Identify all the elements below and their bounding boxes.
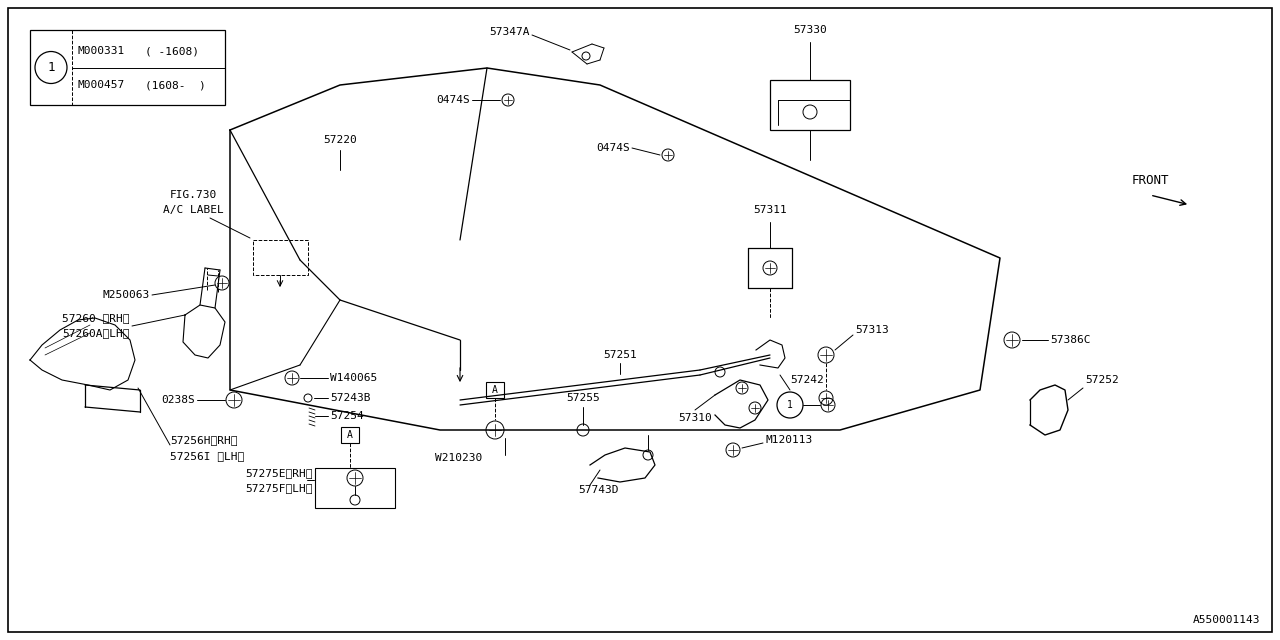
Text: 57251: 57251 (603, 350, 637, 360)
Text: 57242: 57242 (790, 375, 824, 385)
Text: 0474S: 0474S (436, 95, 470, 105)
Text: A550001143: A550001143 (1193, 615, 1260, 625)
Text: 0238S: 0238S (161, 395, 195, 405)
Bar (340, 427, 358, 443)
Text: M120113: M120113 (765, 435, 813, 445)
Text: 57386C: 57386C (1050, 335, 1091, 345)
Text: 57256I 〈LH〉: 57256I 〈LH〉 (170, 451, 244, 461)
Text: A: A (492, 385, 498, 395)
Bar (771, 80, 850, 130)
Text: FIG.730: FIG.730 (169, 190, 216, 200)
Text: M000457: M000457 (77, 80, 124, 90)
Bar (315, 468, 396, 508)
Text: 57254: 57254 (330, 411, 364, 421)
Text: 57220: 57220 (323, 135, 357, 145)
Text: 0474S: 0474S (596, 143, 630, 153)
Text: 57743D: 57743D (579, 485, 618, 495)
Text: M250063: M250063 (102, 290, 150, 300)
Text: W140065: W140065 (330, 373, 378, 383)
Text: (1608-  ): (1608- ) (145, 80, 206, 90)
Text: 57311: 57311 (753, 205, 787, 215)
Text: 57275F〈LH〉: 57275F〈LH〉 (244, 483, 312, 493)
Text: 57347A: 57347A (489, 27, 530, 37)
Text: 57255: 57255 (566, 393, 600, 403)
Text: 1: 1 (787, 400, 792, 410)
Text: A: A (347, 430, 353, 440)
Text: 57260 〈RH〉: 57260 〈RH〉 (63, 313, 131, 323)
Text: 1: 1 (47, 61, 55, 74)
Text: 57252: 57252 (1085, 375, 1119, 385)
Text: 57330: 57330 (794, 25, 827, 35)
Text: 57243B: 57243B (330, 393, 370, 403)
Text: 57275E〈RH〉: 57275E〈RH〉 (244, 468, 312, 478)
Text: 57310: 57310 (678, 413, 712, 423)
Bar (253, 240, 308, 275)
Bar (486, 382, 504, 398)
Text: FRONT: FRONT (1132, 173, 1169, 186)
Text: 57313: 57313 (855, 325, 888, 335)
Text: 57260A〈LH〉: 57260A〈LH〉 (63, 328, 131, 338)
Text: 57256H〈RH〉: 57256H〈RH〉 (170, 435, 238, 445)
Text: M000331: M000331 (77, 46, 124, 56)
Bar (29, 30, 225, 105)
Text: ( -1608): ( -1608) (145, 46, 198, 56)
Text: W210230: W210230 (435, 453, 483, 463)
Text: A/C LABEL: A/C LABEL (163, 205, 224, 215)
